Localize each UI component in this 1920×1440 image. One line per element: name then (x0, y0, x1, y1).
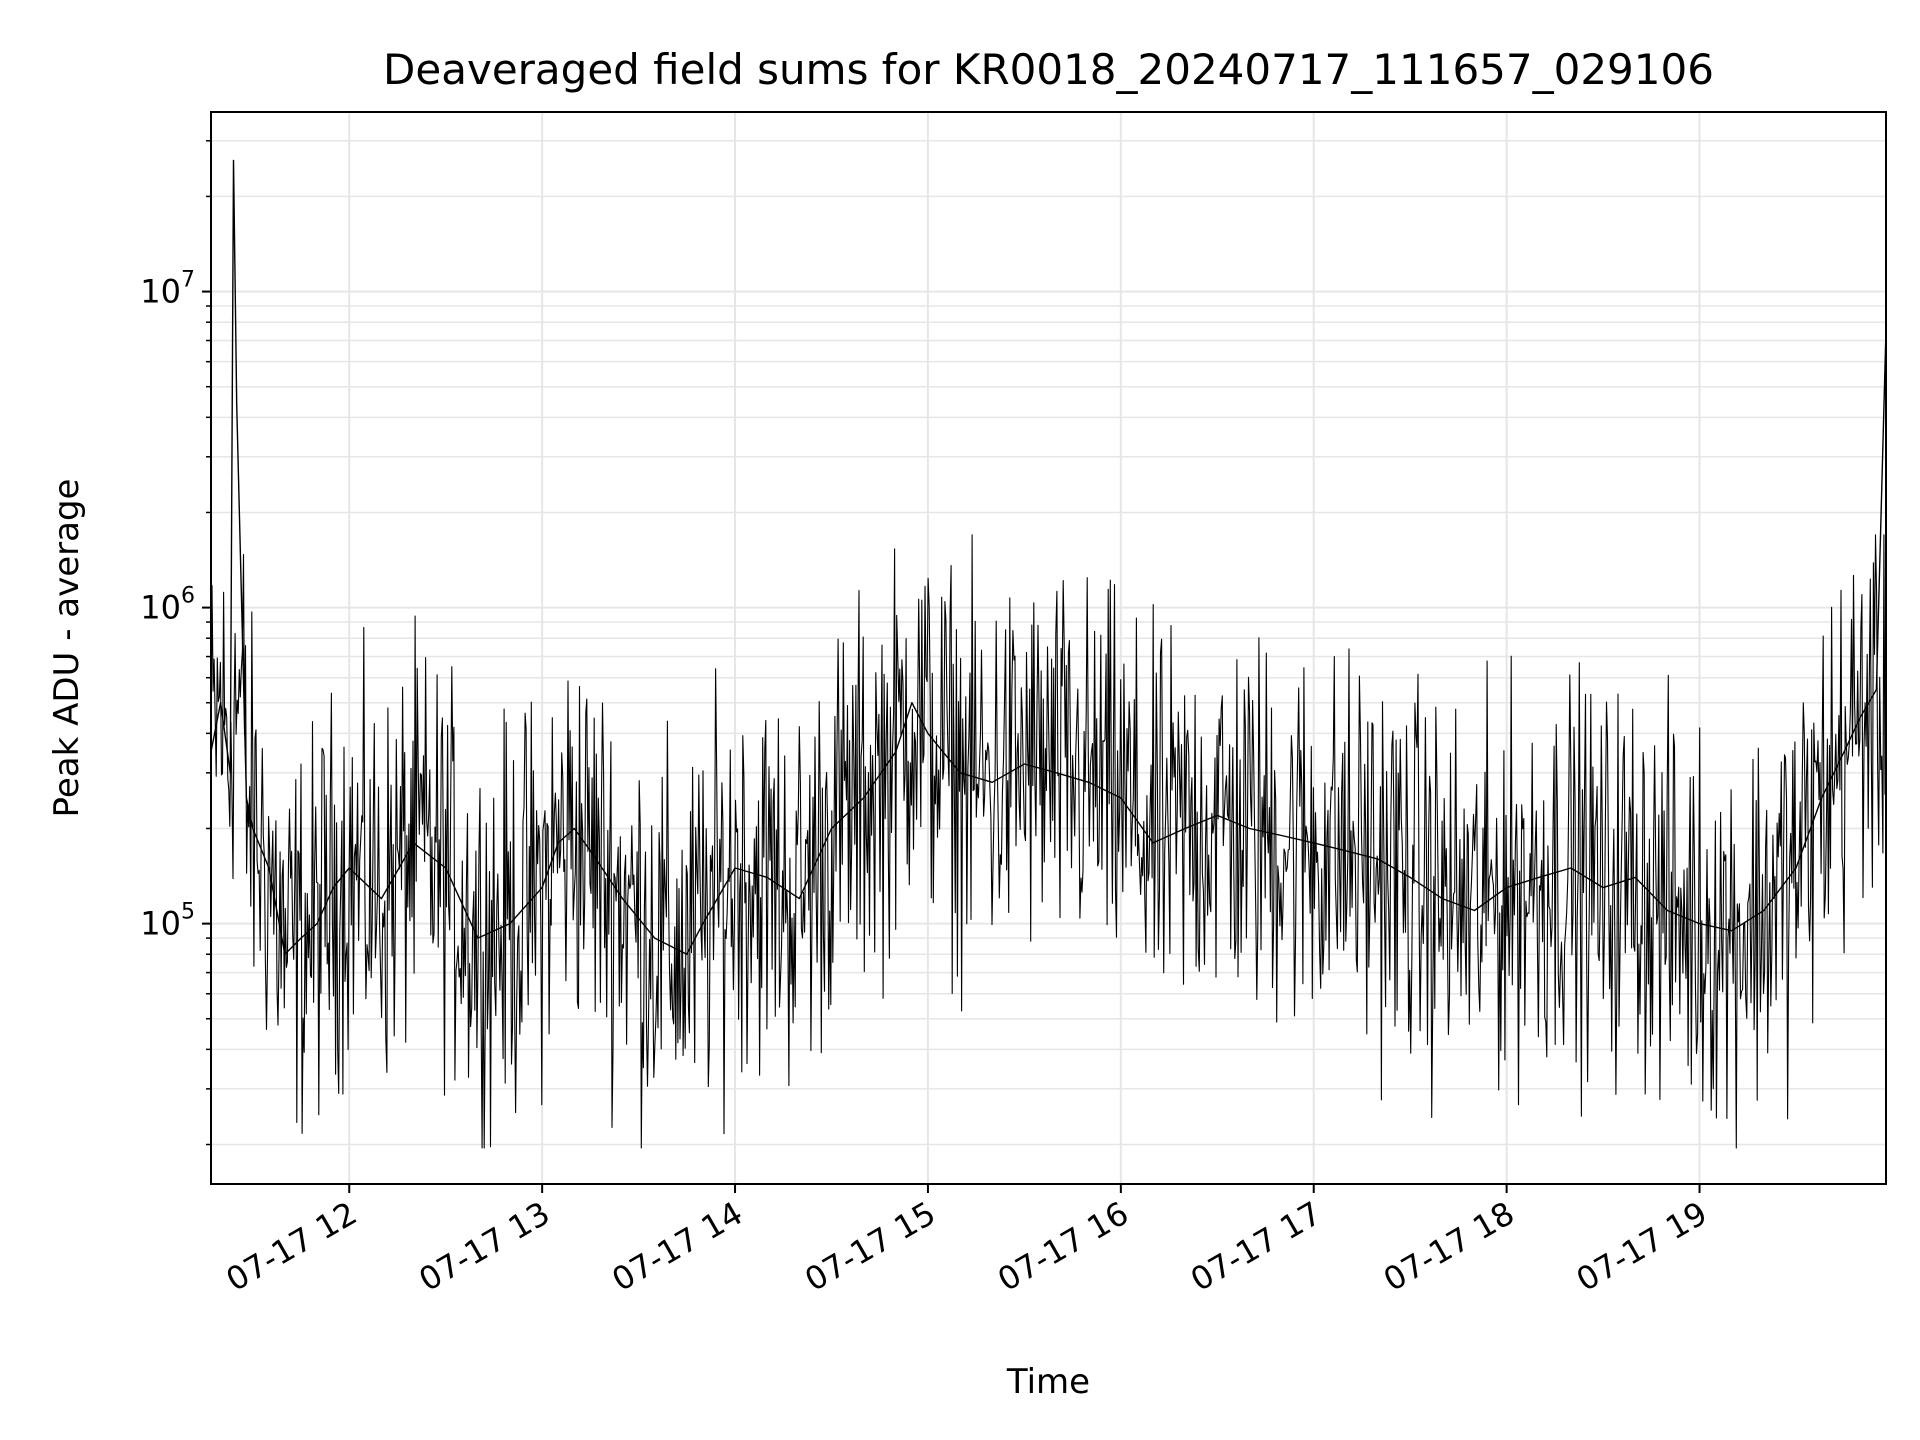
noise-line (210, 534, 1887, 1149)
y-tick-label: 105 (140, 900, 195, 943)
y-tick-label: 106 (140, 584, 195, 627)
chart-title: Deaveraged field sums for KR0018_2024071… (383, 45, 1714, 94)
plot-area (210, 159, 1887, 1149)
data-series-line (210, 159, 1887, 955)
x-axis-label: Time (1006, 1362, 1090, 1402)
major-grid (211, 112, 1886, 1184)
axes-frame (210, 111, 1887, 1185)
y-tick-label: 107 (140, 268, 195, 311)
y-axis-label: Peak ADU - average (47, 479, 87, 818)
